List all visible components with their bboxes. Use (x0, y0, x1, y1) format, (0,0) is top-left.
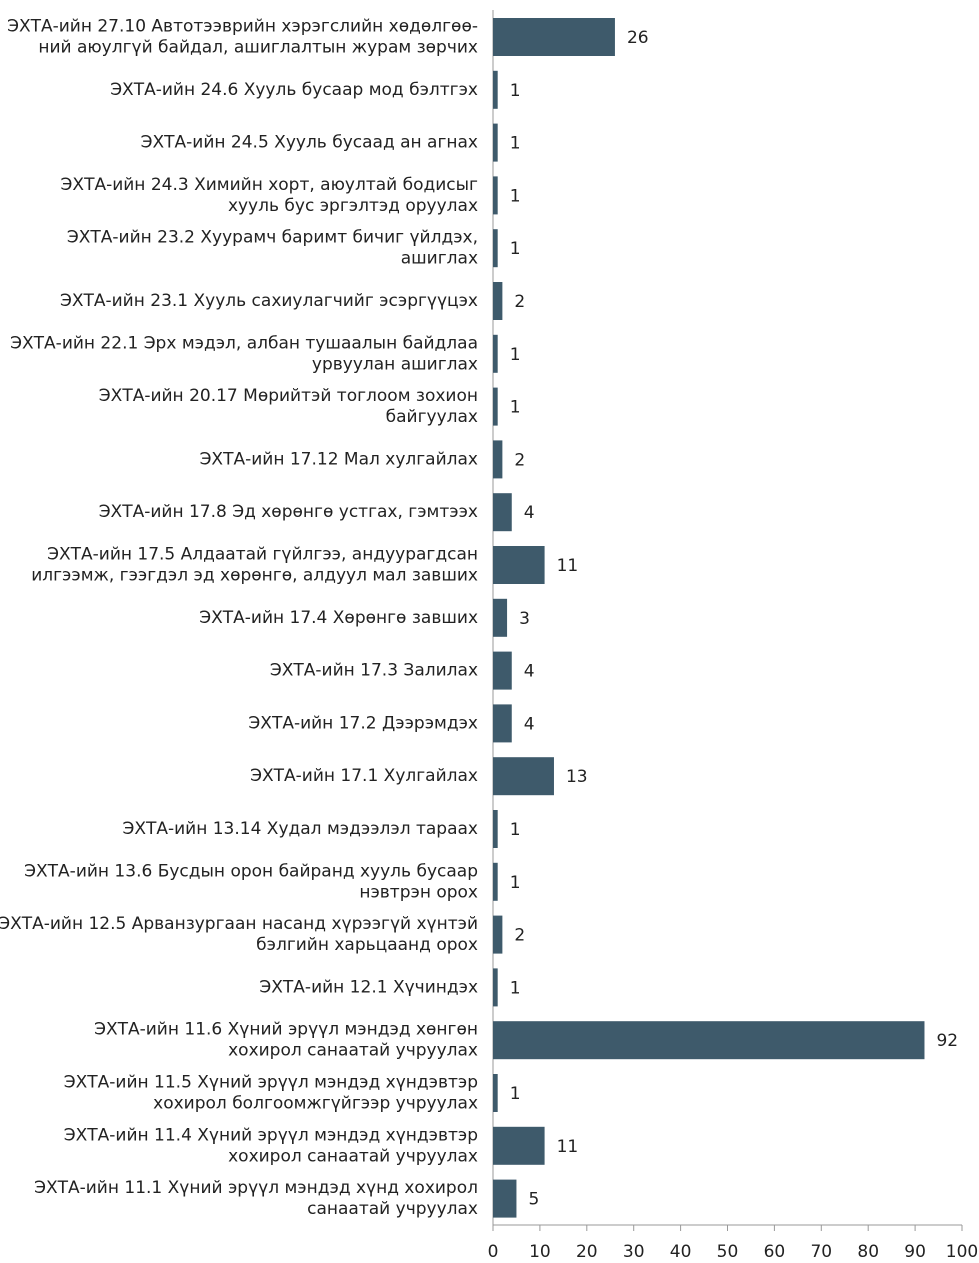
x-tick-label: 100 (946, 1242, 978, 1262)
y-tick-label: ЭХТА-ийн 12.1 Хүчиндэх (259, 977, 478, 997)
bar (493, 70, 498, 109)
y-tick-label: ЭХТА-ийн 27.10 Автотээврийн хэрэгслийн х… (7, 17, 478, 37)
x-tick-label: 30 (623, 1242, 645, 1262)
y-tick-label: ЭХТА-ийн 17.2 Дээрэмдэх (248, 713, 478, 733)
y-tick-label: хохирол санаатай учруулах (228, 1041, 478, 1061)
bar (493, 598, 508, 637)
value-label: 2 (514, 926, 525, 946)
y-tick-label: ЭХТА-ийн 12.5 Арванзургаан насанд хүрээг… (0, 914, 478, 934)
y-tick-label: ЭХТА-ийн 17.4 Хөрөнгө завших (199, 608, 478, 628)
bar (493, 915, 503, 954)
y-tick-label: хохирол болгоомжгүйгээр учруулах (153, 1094, 478, 1114)
y-tick-label: ЭХТА-ийн 24.5 Хууль бусаад ан агнах (141, 133, 478, 153)
value-label: 1 (510, 398, 521, 418)
value-label: 1 (510, 1084, 521, 1104)
bar (493, 546, 545, 584)
value-label: 1 (510, 345, 521, 365)
y-tick-label: бэлгийн харьцаанд орох (256, 935, 478, 955)
x-tick-label: 40 (670, 1242, 692, 1262)
x-tick-label: 90 (904, 1242, 926, 1262)
value-label: 4 (524, 714, 535, 734)
value-label: 1 (510, 186, 521, 206)
bar (493, 334, 498, 373)
bar (493, 651, 512, 690)
y-tick-label: ЭХТА-ийн 20.17 Мөрийтэй тоглоом зохион (99, 386, 478, 406)
x-tick-label: 60 (764, 1242, 786, 1262)
y-tick-label: байгуулах (386, 407, 478, 427)
y-tick-label: хууль бус эргэлтэд оруулах (228, 196, 478, 216)
value-label: 11 (557, 556, 579, 576)
y-tick-label: ЭХТА-ийн 13.6 Бусдын орон байранд хууль … (24, 861, 478, 881)
bar (493, 176, 498, 215)
value-label: 4 (524, 662, 535, 682)
value-label: 26 (627, 28, 649, 48)
bar (493, 18, 615, 56)
x-tick-label: 80 (857, 1242, 879, 1262)
y-tick-label: ЭХТА-ийн 23.1 Хууль сахиулагчийг эсэргүү… (60, 291, 478, 311)
y-tick-label: ашиглах (401, 249, 478, 269)
value-label: 1 (510, 820, 521, 840)
y-tick-label: нэвтрэн орох (359, 882, 478, 902)
bar (493, 229, 498, 268)
bar (493, 1021, 925, 1060)
y-tick-label: ний аюулгүй байдал, ашиглалтын журам зөр… (38, 38, 478, 58)
bar (493, 440, 503, 479)
value-label: 2 (514, 292, 525, 312)
y-tick-label: ЭХТА-ийн 17.5 Алдаатай гүйлгээ, андуураг… (47, 545, 478, 565)
y-tick-label: ЭХТА-ийн 23.2 Хуурамч баримт бичиг үйлдэ… (67, 228, 478, 248)
value-label: 92 (936, 1031, 958, 1051)
y-tick-label: ЭХТА-ийн 11.1 Хүний эрүүл мэндэд хүнд хо… (34, 1178, 478, 1198)
y-tick-label: санаатай учруулах (307, 1199, 478, 1219)
value-label: 1 (510, 978, 521, 998)
bar (493, 282, 503, 320)
bar (493, 968, 498, 1007)
x-tick-label: 20 (576, 1242, 598, 1262)
value-label: 1 (510, 134, 521, 154)
y-tick-label: хохирол санаатай учруулах (228, 1146, 478, 1166)
bar (493, 862, 498, 901)
y-tick-label: ЭХТА-ийн 17.12 Мал хулгайлах (200, 449, 478, 469)
y-tick-label: ЭХТА-ийн 11.4 Хүний эрүүл мэндэд хүндэвт… (64, 1125, 478, 1145)
value-label: 11 (557, 1137, 579, 1157)
y-tick-label: ЭХТА-ийн 22.1 Эрх мэдэл, албан тушаалын … (10, 333, 478, 353)
bar (493, 757, 554, 796)
bar (493, 1074, 498, 1112)
y-tick-label: ЭХТА-ийн 11.6 Хүний эрүүл мэндэд хөнгөн (94, 1020, 478, 1040)
bar (493, 1179, 517, 1218)
x-tick-label: 70 (810, 1242, 832, 1262)
value-label: 1 (510, 81, 521, 101)
value-label: 4 (524, 503, 535, 523)
x-tick-label: 0 (488, 1242, 499, 1262)
bar (493, 810, 498, 848)
y-tick-label: урвуулан ашиглах (312, 354, 478, 374)
bar (493, 123, 498, 162)
y-tick-label: илгээмж, гээгдэл эд хөрөнгө, алдуул мал … (31, 566, 478, 586)
bar (493, 704, 512, 743)
y-tick-label: ЭХТА-ийн 17.1 Хулгайлах (250, 766, 478, 786)
value-label: 5 (528, 1190, 539, 1210)
bar (493, 1126, 545, 1165)
value-label: 1 (510, 873, 521, 893)
value-label: 3 (519, 609, 530, 629)
value-label: 1 (510, 239, 521, 259)
y-tick-label: ЭХТА-ийн 24.3 Химийн хорт, аюултай бодис… (61, 175, 479, 195)
bar (493, 493, 512, 532)
y-tick-label: ЭХТА-ийн 17.8 Эд хөрөнгө устгах, гэмтээх (99, 502, 478, 522)
y-tick-label: ЭХТА-ийн 13.14 Худал мэдээлэл тараах (122, 819, 478, 839)
x-tick-label: 50 (717, 1242, 739, 1262)
y-tick-label: ЭХТА-ийн 17.3 Залилах (270, 661, 478, 681)
x-tick-label: 10 (529, 1242, 551, 1262)
value-label: 13 (566, 767, 588, 787)
value-label: 2 (514, 450, 525, 470)
y-tick-label: ЭХТА-ийн 24.6 Хууль бусаар мод бэлтгэх (110, 80, 478, 100)
y-tick-label: ЭХТА-ийн 11.5 Хүний эрүүл мэндэд хүндэвт… (64, 1073, 478, 1093)
bar (493, 387, 498, 426)
